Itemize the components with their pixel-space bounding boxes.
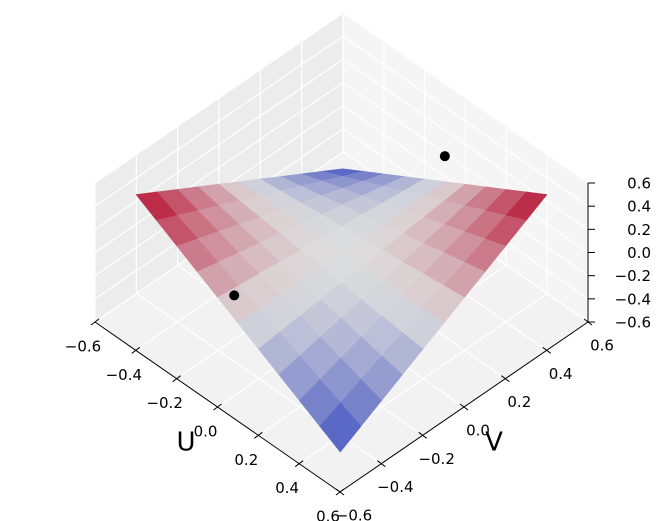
grid-line <box>342 58 589 230</box>
x-tick-label: 0.6 <box>316 508 340 521</box>
y-tick <box>335 488 345 496</box>
y-tick <box>459 403 469 411</box>
y-tick-label: 0.6 <box>590 337 614 355</box>
point <box>439 151 450 162</box>
surface-face <box>319 402 362 453</box>
x-tick-label: 0.4 <box>275 479 299 497</box>
x-axis-label: U <box>176 428 195 458</box>
y-tick <box>501 375 510 383</box>
y-tick-label: −0.2 <box>418 450 454 468</box>
x-tick <box>254 431 263 439</box>
grid-line <box>94 12 344 184</box>
x-tick <box>172 375 181 383</box>
y-tick-label: 0.0 <box>466 422 490 440</box>
y-tick-label: −0.4 <box>377 478 413 496</box>
z-tick-label: 0.2 <box>627 221 651 239</box>
grid-line <box>342 35 589 207</box>
x-tick <box>131 346 141 354</box>
z-tick-label: −0.6 <box>615 314 651 332</box>
x-tick <box>90 318 100 326</box>
x-tick-label: −0.2 <box>146 394 182 412</box>
y-tick-label: 0.4 <box>549 365 573 383</box>
x-tick-label: 0.2 <box>234 451 258 469</box>
z-tick-label: 0.0 <box>627 244 651 262</box>
grid-line <box>94 35 344 207</box>
grid-line <box>342 82 589 253</box>
z-tick-label: −0.2 <box>615 267 651 285</box>
x-tick <box>294 460 304 468</box>
y-tick <box>377 460 386 468</box>
x-tick-label: 0.0 <box>194 423 218 441</box>
grid-line <box>94 82 344 253</box>
x-tick-label: −0.4 <box>106 366 142 384</box>
y-axis-label: V <box>485 428 503 458</box>
point <box>229 290 240 301</box>
z-tick-label: −0.4 <box>615 290 651 308</box>
y-tick <box>542 346 551 354</box>
y-tick <box>418 431 427 439</box>
z-tick-label: 0.6 <box>627 175 651 193</box>
grid-line <box>94 58 344 230</box>
grid-line <box>342 12 589 184</box>
z-tick-label: 0.4 <box>627 198 651 216</box>
y-tick-label: 0.2 <box>507 393 531 411</box>
x-tick <box>213 403 222 411</box>
x-tick-label: −0.6 <box>65 338 101 356</box>
y-tick-label: −0.6 <box>336 507 372 521</box>
